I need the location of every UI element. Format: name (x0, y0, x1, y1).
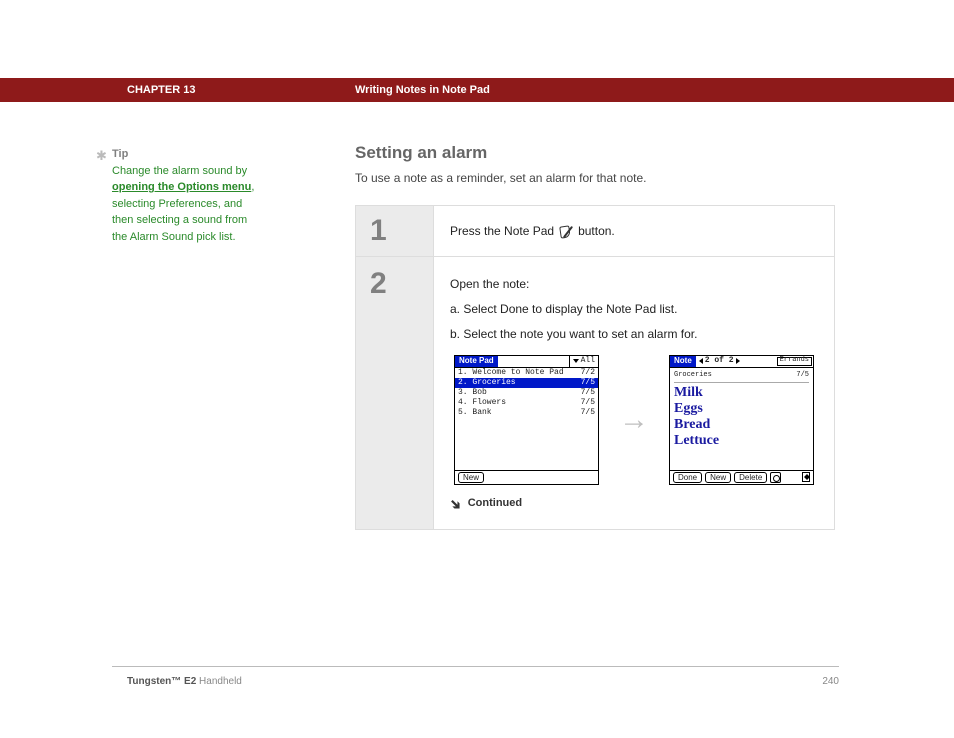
screenshots-row: Note Pad All 1. Welcome to Note Pad7/22.… (450, 355, 818, 485)
page-number: 240 (822, 676, 839, 687)
continued-arrow-icon: ➔ (444, 492, 468, 516)
list-item[interactable]: 1. Welcome to Note Pad7/2 (455, 368, 598, 378)
titlebar: Note Pad All (455, 356, 598, 368)
page-footer: Tungsten™ E2 Handheld 240 (127, 676, 839, 687)
product-name: Tungsten™ E2 Handheld (127, 676, 242, 687)
app-title: Note (670, 356, 696, 367)
continued-label: Continued (468, 495, 522, 513)
titlebar: Note 2 of 2 Errands (670, 356, 813, 368)
page-subtitle: To use a note as a reminder, set an alar… (355, 171, 835, 185)
nav-prev-icon (699, 358, 703, 364)
handwritten-content: MilkEggsBreadLettuce (674, 385, 809, 449)
note-body: Groceries 7/5 MilkEggsBreadLettuce (670, 368, 813, 470)
step-number: 1 (356, 206, 434, 256)
footer-rule (112, 666, 839, 667)
steps-container: 1 Press the Note Pad button. 2 Open the … (355, 205, 835, 530)
list-item[interactable]: 2. Groceries7/5 (455, 378, 598, 388)
note-detail-screen: Note 2 of 2 Errands Groceries (669, 355, 814, 485)
step1-text-post: button. (578, 222, 615, 241)
list-item[interactable]: 3. Bob7/5 (455, 388, 598, 398)
nav-next-icon (736, 358, 740, 364)
done-button[interactable]: Done (673, 472, 702, 483)
note-nav[interactable]: 2 of 2 (696, 356, 743, 367)
tip-text-pre: Change the alarm sound by (112, 165, 247, 177)
note-meta: Groceries 7/5 (674, 370, 809, 383)
notepad-button-icon (558, 224, 574, 240)
step2-intro: Open the note: (450, 275, 818, 294)
step-2: 2 Open the note: a. Select Done to displ… (356, 257, 834, 529)
step-body: Open the note: a. Select Done to display… (434, 257, 834, 529)
scroll-icon[interactable] (802, 472, 810, 482)
alarm-icon[interactable] (770, 472, 781, 483)
note-list: 1. Welcome to Note Pad7/22. Groceries7/5… (455, 368, 598, 470)
screen-footer: Done New Delete (670, 470, 813, 484)
app-title: Note Pad (455, 356, 498, 367)
new-button[interactable]: New (705, 472, 731, 483)
notepad-list-screen: Note Pad All 1. Welcome to Note Pad7/22.… (454, 355, 599, 485)
page-title: Setting an alarm (355, 143, 835, 163)
tip-sidebar: ✱ Tip Change the alarm sound by opening … (112, 146, 257, 245)
note-name: Groceries (674, 370, 712, 381)
step2-substep-b: b. Select the note you want to set an al… (450, 325, 818, 344)
continued-indicator: ➔ Continued (450, 493, 818, 515)
new-button[interactable]: New (458, 472, 484, 483)
step2-substep-a: a. Select Done to display the Note Pad l… (450, 300, 818, 319)
step-number: 2 (356, 257, 434, 529)
step-body: Press the Note Pad button. (434, 206, 834, 256)
main-content: Setting an alarm To use a note as a remi… (355, 143, 835, 530)
list-item[interactable]: 4. Flowers7/5 (455, 398, 598, 408)
nav-text: 2 of 2 (705, 355, 734, 368)
section-label: Writing Notes in Note Pad (355, 84, 490, 96)
step-1: 1 Press the Note Pad button. (356, 206, 834, 256)
arrow-right-icon: → (619, 396, 649, 444)
tip-star-icon: ✱ (96, 146, 107, 166)
screen-footer: New (455, 470, 598, 484)
category-badge[interactable]: Errands (777, 357, 812, 366)
tip-link[interactable]: opening the Options menu (112, 181, 251, 193)
delete-button[interactable]: Delete (734, 472, 767, 483)
tip-label: Tip (112, 148, 128, 160)
chapter-header: CHAPTER 13 Writing Notes in Note Pad (0, 78, 954, 102)
chevron-down-icon (573, 359, 579, 363)
step1-text-pre: Press the Note Pad (450, 222, 554, 241)
category-picker[interactable]: All (569, 356, 598, 367)
list-item[interactable]: 5. Bank7/5 (455, 408, 598, 418)
chapter-label: CHAPTER 13 (127, 84, 355, 96)
note-date: 7/5 (796, 370, 809, 381)
